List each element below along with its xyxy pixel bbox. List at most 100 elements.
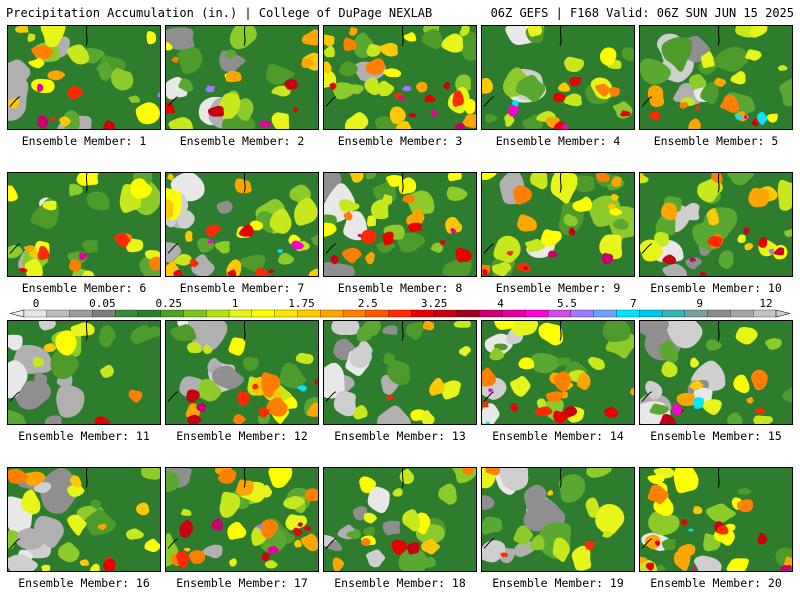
precip-contour — [219, 491, 241, 518]
precip-contour — [510, 375, 531, 397]
precip-contour — [630, 388, 634, 396]
precip-contour — [381, 194, 393, 206]
precip-contour — [24, 258, 43, 276]
colorbar-swatch — [639, 309, 663, 318]
precip-contour — [720, 94, 740, 113]
precip-contour — [568, 227, 576, 236]
precip-contour — [572, 196, 592, 212]
colorbar-swatch — [23, 309, 48, 318]
precip-contour — [166, 242, 182, 263]
precip-contour — [727, 412, 743, 424]
precip-contour — [512, 100, 519, 108]
precip-contour — [363, 512, 377, 524]
precip-contour — [571, 545, 592, 571]
ensemble-member-label: Ensemble Member: 19 — [492, 576, 624, 590]
precip-contour — [272, 390, 284, 398]
precip-contour — [178, 78, 194, 92]
precip-contour — [69, 475, 82, 488]
precip-base-field — [324, 468, 476, 571]
precip-contour — [216, 200, 233, 214]
precip-contour — [218, 92, 241, 119]
precip-contour — [500, 552, 509, 558]
colorbar-swatch — [160, 309, 184, 318]
precip-contour — [685, 257, 702, 270]
precip-contour — [421, 410, 435, 424]
precip-contour — [242, 357, 259, 371]
precip-contour — [238, 224, 254, 237]
ensemble-member-label: Ensemble Member: 20 — [650, 576, 782, 590]
precip-contour — [254, 267, 269, 276]
precip-contour — [324, 34, 335, 47]
precip-contour — [324, 362, 345, 399]
precip-contour — [504, 113, 515, 127]
colorbar-swatch — [342, 309, 367, 318]
precip-contour — [196, 403, 206, 413]
precip-contour — [688, 118, 701, 129]
boundary-lines — [483, 321, 562, 402]
precip-field — [8, 173, 160, 276]
precip-contour — [398, 96, 405, 102]
colorbar-swatch — [137, 309, 162, 318]
ensemble-member-map — [165, 467, 319, 572]
colorbar-tick-label: 0.25 — [155, 298, 182, 310]
precip-contour — [659, 340, 679, 364]
precip-contour — [647, 475, 665, 485]
precip-contour — [361, 538, 371, 547]
precip-contour — [595, 503, 625, 536]
precip-contour — [527, 26, 543, 37]
precip-contour — [518, 357, 535, 370]
precip-contour — [176, 551, 189, 568]
precip-contour — [365, 251, 375, 265]
colorbar-tick-label: 0 — [33, 298, 40, 310]
precip-contour — [304, 488, 318, 502]
precip-contour — [70, 322, 95, 337]
precip-contour — [167, 173, 174, 181]
precip-contour — [110, 68, 134, 91]
precip-contour — [97, 523, 107, 531]
precip-contour — [402, 85, 412, 92]
precip-contour — [676, 393, 696, 406]
precip-contour — [782, 387, 792, 403]
precip-contour — [758, 236, 768, 248]
precip-contour — [344, 112, 369, 129]
precip-contour — [382, 68, 402, 78]
precip-field — [640, 321, 792, 424]
precip-contour — [367, 486, 390, 514]
precip-contour — [363, 526, 376, 538]
precip-contour — [382, 231, 394, 246]
precip-contour — [99, 364, 114, 378]
colorbar-swatch — [753, 309, 777, 318]
precip-contour — [196, 378, 222, 402]
precip-contour — [711, 173, 723, 184]
precip-contour — [40, 468, 79, 514]
colorbar-swatch — [297, 309, 321, 318]
precip-contour — [482, 367, 496, 387]
precip-contour — [585, 497, 600, 518]
precip-contour — [645, 562, 655, 571]
precip-contour — [291, 240, 304, 250]
precip-contour — [558, 474, 586, 503]
precip-contour — [748, 187, 770, 208]
boundary-lines — [325, 26, 404, 107]
precip-contour — [359, 476, 377, 494]
colorbar-swatch — [684, 309, 709, 318]
precip-contour — [67, 483, 85, 497]
precip-contour — [459, 26, 470, 37]
precip-contour — [691, 566, 697, 571]
precip-contour — [416, 81, 428, 93]
precip-field — [166, 173, 318, 276]
precip-field — [324, 321, 476, 424]
precip-contour — [430, 242, 443, 253]
precip-contour — [301, 58, 314, 69]
colorbar-swatch — [570, 309, 595, 318]
precip-contour — [602, 321, 631, 343]
precip-contour — [166, 42, 173, 51]
precip-contour — [311, 234, 318, 246]
precip-contour — [382, 520, 401, 536]
precip-contour — [333, 390, 357, 417]
precip-contour — [211, 365, 245, 390]
precip-contour — [233, 414, 246, 424]
precip-contour — [654, 564, 666, 571]
precip-field — [166, 321, 318, 424]
precip-contour — [173, 269, 183, 276]
